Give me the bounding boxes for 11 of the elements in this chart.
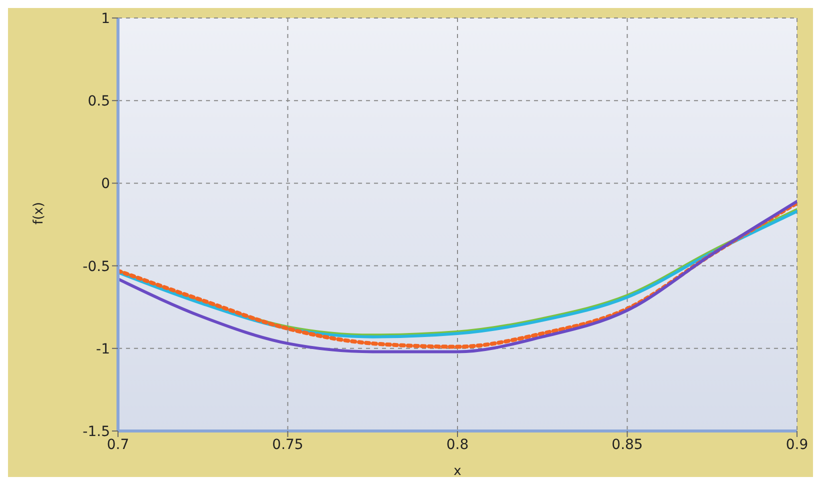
y-tick-label: -1: [96, 341, 110, 358]
x-axis-title: x: [454, 464, 462, 479]
y-tick-label: -0.5: [82, 258, 110, 275]
y-tick-label: 0.5: [88, 94, 110, 110]
y-tick-label: 0: [101, 176, 110, 192]
x-tick-label: 0.9: [786, 436, 808, 453]
y-axis-title: f(x): [32, 202, 47, 224]
x-tick-label: 0.85: [612, 436, 643, 453]
y-tick-label: 1: [101, 10, 110, 27]
x-tick-label: 0.75: [272, 436, 304, 453]
x-tick-label: 0.8: [446, 436, 469, 453]
